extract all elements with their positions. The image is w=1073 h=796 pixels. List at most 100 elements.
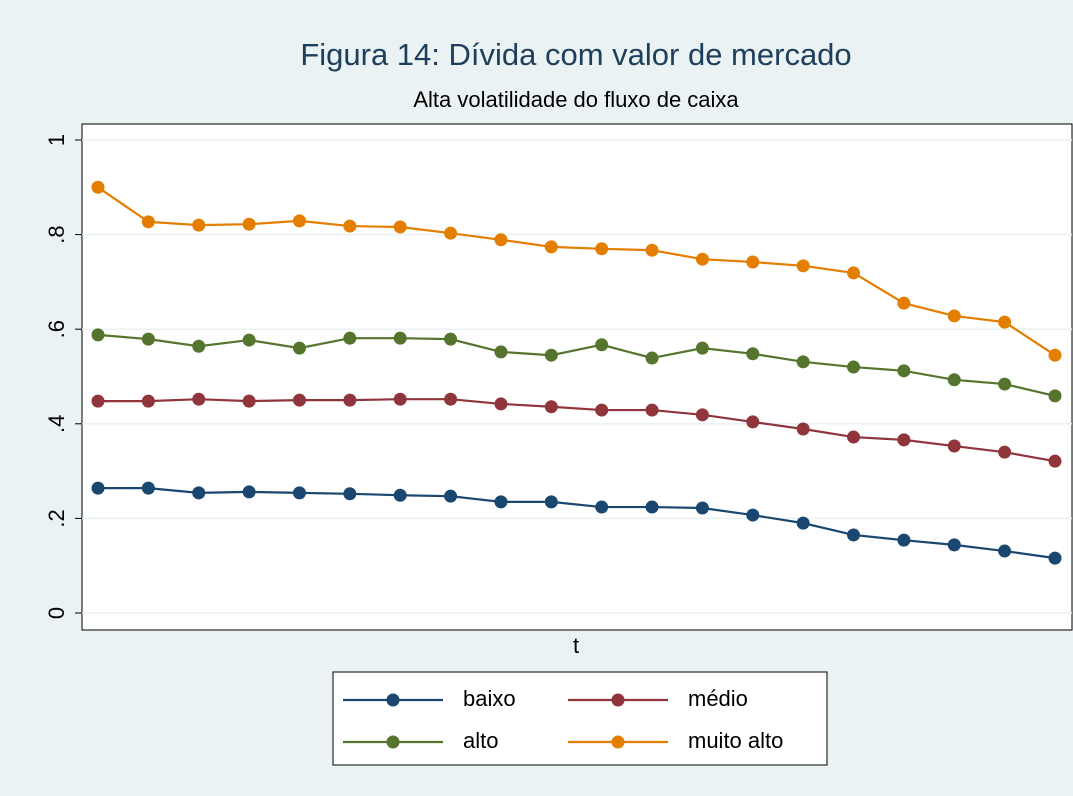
series-point	[494, 345, 508, 359]
series-point	[91, 328, 105, 342]
series-point	[595, 403, 609, 417]
series-point	[393, 331, 407, 345]
series-point	[242, 394, 256, 408]
legend-marker	[611, 735, 625, 749]
series-point	[343, 331, 357, 345]
series-point	[998, 445, 1012, 459]
series-point	[192, 486, 206, 500]
series-point	[192, 218, 206, 232]
series-point	[998, 377, 1012, 391]
chart-title: Figura 14: Dívida com valor de mercado	[300, 37, 851, 72]
series-point	[544, 495, 558, 509]
series-point	[645, 351, 659, 365]
y-tick-label: 0	[44, 607, 69, 619]
series-point	[595, 242, 609, 256]
series-point	[847, 266, 861, 280]
legend-marker	[611, 693, 625, 707]
legend-label: médio	[688, 686, 748, 711]
series-point	[847, 430, 861, 444]
series-point	[544, 240, 558, 254]
x-axis-label: t	[573, 633, 579, 658]
series-point	[695, 408, 709, 422]
series-point	[242, 217, 256, 231]
series-point	[796, 516, 810, 530]
series-point	[947, 538, 961, 552]
series-point	[947, 373, 961, 387]
series-point	[91, 180, 105, 194]
legend-label: alto	[463, 728, 498, 753]
series-point	[947, 309, 961, 323]
series-point	[746, 415, 760, 429]
series-point	[393, 392, 407, 406]
legend	[332, 671, 828, 766]
series-point	[645, 500, 659, 514]
series-point	[796, 422, 810, 436]
legend-marker	[386, 693, 400, 707]
legend-label: muito alto	[688, 728, 783, 753]
series-point	[1048, 348, 1062, 362]
series-point	[847, 360, 861, 374]
series-point	[242, 485, 256, 499]
y-tick-label: 1	[44, 134, 69, 146]
series-point	[192, 339, 206, 353]
series-point	[91, 481, 105, 495]
legend-label: baixo	[463, 686, 516, 711]
series-point	[494, 495, 508, 509]
series-point	[393, 220, 407, 234]
series-point	[494, 397, 508, 411]
chart-subtitle: Alta volatilidade do fluxo de caixa	[413, 87, 739, 112]
series-point	[544, 400, 558, 414]
series-line	[98, 398, 1056, 463]
series-point	[695, 501, 709, 515]
legend-marker	[386, 735, 400, 749]
series-point	[746, 255, 760, 269]
series-point	[897, 433, 911, 447]
series-line	[97, 186, 1056, 357]
series-point	[947, 439, 961, 453]
series-point	[645, 243, 659, 257]
series-point	[998, 544, 1012, 558]
y-tick-label: .2	[44, 509, 69, 527]
series-point	[897, 296, 911, 310]
series-point	[141, 394, 155, 408]
series-point	[343, 219, 357, 233]
series-point	[141, 215, 155, 229]
series-point	[292, 214, 306, 228]
series-point	[695, 341, 709, 355]
series-point	[847, 528, 861, 542]
series-point	[292, 393, 306, 407]
series-point	[796, 355, 810, 369]
series-point	[242, 333, 256, 347]
series-point	[444, 226, 458, 240]
series-point	[746, 508, 760, 522]
plot-area	[81, 123, 1073, 631]
series-point	[444, 392, 458, 406]
series-point	[494, 233, 508, 247]
series-point	[746, 347, 760, 361]
series-point	[1048, 551, 1062, 565]
series-point	[796, 259, 810, 273]
series-point	[595, 338, 609, 352]
series-point	[343, 393, 357, 407]
series-point	[141, 332, 155, 346]
series-point	[695, 252, 709, 266]
y-tick-label: .8	[44, 225, 69, 243]
series-point	[1048, 454, 1062, 468]
series-line	[98, 487, 1056, 560]
series-point	[292, 486, 306, 500]
y-tick-label: .4	[44, 415, 69, 433]
series-point	[544, 348, 558, 362]
series-point	[897, 364, 911, 378]
series-point	[141, 481, 155, 495]
series-point	[444, 489, 458, 503]
series-point	[897, 533, 911, 547]
series-point	[292, 341, 306, 355]
series-line	[97, 333, 1056, 397]
series-point	[343, 487, 357, 501]
series-point	[645, 403, 659, 417]
series-point	[595, 500, 609, 514]
series-point	[1048, 389, 1062, 403]
series-point	[91, 394, 105, 408]
series-point	[444, 332, 458, 346]
